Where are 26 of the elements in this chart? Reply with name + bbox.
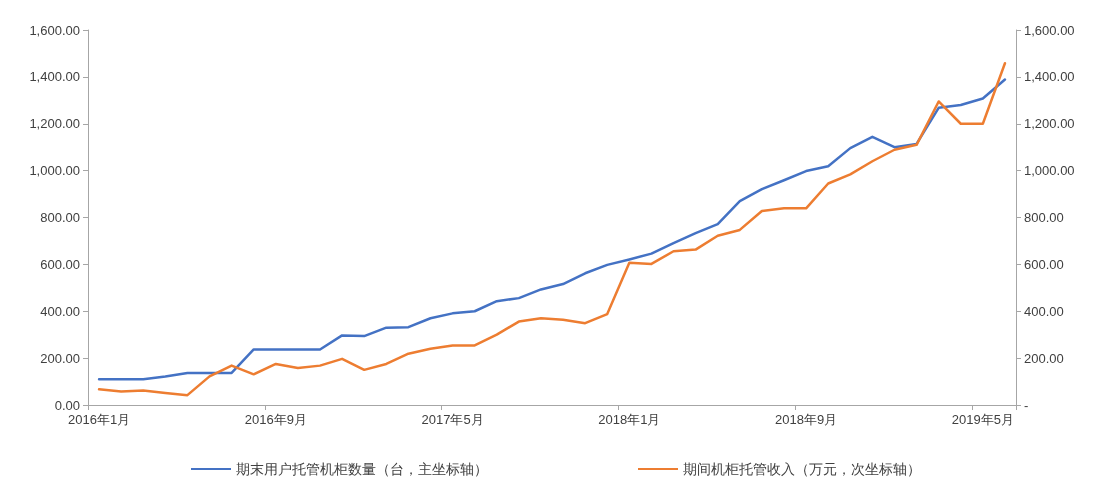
x-tick-label: 2016年9月 [244, 412, 307, 427]
x-tick-label: 2018年1月 [598, 412, 661, 427]
legend-label: 期间机柜托管收入（万元，次坐标轴） [683, 461, 921, 477]
y2-tick-label: 800.00 [1024, 210, 1064, 225]
y2-tick-label: 600.00 [1024, 256, 1064, 272]
y-tick-label: 1,200.00 [29, 116, 80, 132]
y2-tick-label: - [1024, 397, 1029, 413]
y-tick-label: 800.00 [40, 210, 80, 225]
y-tick-label: 400.00 [40, 303, 80, 319]
legend-label: 期末用户托管机柜数量（台，主坐标轴） [236, 461, 488, 477]
y-tick-label: 0.00 [54, 397, 80, 413]
y-tick-label: 1,000.00 [29, 163, 80, 179]
x-tick-label: 2017年5月 [421, 412, 484, 427]
x-tick-label: 2016年1月 [67, 412, 131, 427]
y2-tick-label: 1,000.00 [1024, 163, 1075, 179]
y-tick-label: 200.00 [40, 350, 80, 366]
y2-tick-label: 1,200.00 [1024, 116, 1075, 132]
x-tick-label: 2019年5月 [951, 412, 1014, 427]
y-tick-label: 1,600.00 [29, 22, 80, 38]
y2-tick-label: 400.00 [1024, 303, 1064, 319]
x-tick-label: 2018年9月 [775, 412, 838, 427]
y2-tick-label: 1,400.00 [1024, 69, 1075, 85]
y2-tick-label: 200.00 [1024, 350, 1064, 366]
y-tick-label: 600.00 [40, 256, 80, 272]
y-tick-label: 1,400.00 [29, 69, 80, 85]
y2-tick-label: 1,600.00 [1024, 22, 1075, 38]
